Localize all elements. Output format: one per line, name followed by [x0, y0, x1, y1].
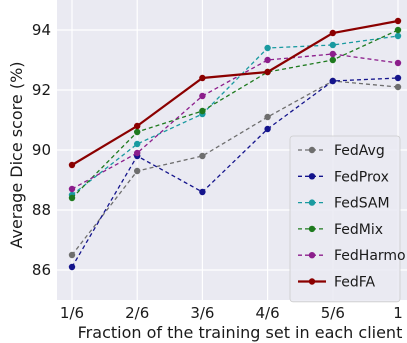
data-point [394, 32, 402, 40]
x-axis-label: Fraction of the training set in each cli… [78, 323, 403, 342]
data-point [264, 113, 271, 121]
data-point [264, 44, 271, 52]
data-point [329, 77, 336, 85]
legend-label: FedAvg [334, 143, 385, 159]
x-tick-label: 3/6 [190, 304, 214, 322]
x-tick-label: 1/6 [60, 304, 84, 322]
y-axis-label: Average Dice score (%) [7, 61, 26, 248]
data-point [264, 56, 271, 64]
series-fedfa [68, 17, 402, 169]
legend-label: FedMix [334, 222, 383, 238]
data-point [134, 149, 141, 157]
data-point [394, 74, 402, 82]
series-line [71, 77, 399, 268]
legend-item: FedProx [298, 169, 389, 185]
data-point [199, 188, 206, 196]
data-point [329, 56, 336, 64]
y-tick-label: 94 [32, 21, 51, 39]
data-point [134, 122, 141, 130]
data-point [394, 17, 402, 25]
data-point [199, 107, 206, 115]
data-point [68, 251, 76, 259]
data-point [329, 29, 336, 37]
legend-item: FedMix [298, 222, 383, 238]
data-point [199, 152, 206, 160]
legend-marker [308, 278, 316, 285]
data-point [199, 74, 206, 82]
y-tick-labels: 86 88 90 92 94 [32, 21, 51, 279]
data-point [394, 83, 402, 91]
series-line [71, 35, 399, 196]
data-point [264, 125, 271, 133]
x-tick-label: 4/6 [256, 304, 280, 322]
legend-marker [308, 225, 316, 233]
legend-item: FedHarmo [298, 248, 406, 264]
x-tick-label: 1 [393, 304, 403, 322]
data-point [264, 68, 271, 76]
y-tick-label: 92 [32, 81, 51, 99]
data-point [199, 92, 206, 100]
data-point [134, 167, 141, 175]
legend-item: FedSAM [298, 196, 390, 212]
legend-item: FedAvg [298, 143, 385, 159]
data-point [68, 161, 76, 169]
series [68, 17, 402, 271]
series-line [71, 19, 399, 166]
data-point [134, 140, 141, 148]
x-tick-label: 5/6 [321, 304, 345, 322]
legend-label: FedFA [334, 275, 376, 291]
legend-marker [308, 173, 316, 180]
data-point [134, 128, 141, 136]
series-line [71, 53, 399, 190]
data-point [394, 59, 402, 67]
legend-label: FedProx [334, 169, 389, 185]
data-point [329, 50, 336, 58]
y-tick-label: 88 [32, 201, 51, 219]
series-fedharmo [68, 50, 402, 193]
y-tick-label: 90 [32, 141, 51, 159]
legend-marker [308, 252, 316, 259]
legend-box [289, 135, 401, 303]
legend-marker [308, 146, 316, 154]
legend-marker [308, 199, 316, 206]
legend: FedAvg FedProx FedSAM FedMix FedHarmo FedFA [289, 135, 406, 303]
data-point [329, 41, 336, 49]
data-point [68, 263, 76, 271]
legend-label: FedSAM [334, 196, 390, 212]
legend-label: FedHarmo [334, 248, 406, 264]
series-line [71, 80, 399, 256]
legend-item: FedFA [298, 275, 376, 291]
data-point [394, 26, 402, 34]
series-fedprox [68, 74, 402, 271]
y-tick-label: 86 [32, 261, 51, 279]
x-tick-label: 2/6 [125, 304, 149, 322]
data-point [68, 194, 76, 202]
x-tick-labels: 1/6 2/6 3/6 4/6 5/6 1 [60, 304, 403, 322]
data-point [68, 185, 76, 193]
